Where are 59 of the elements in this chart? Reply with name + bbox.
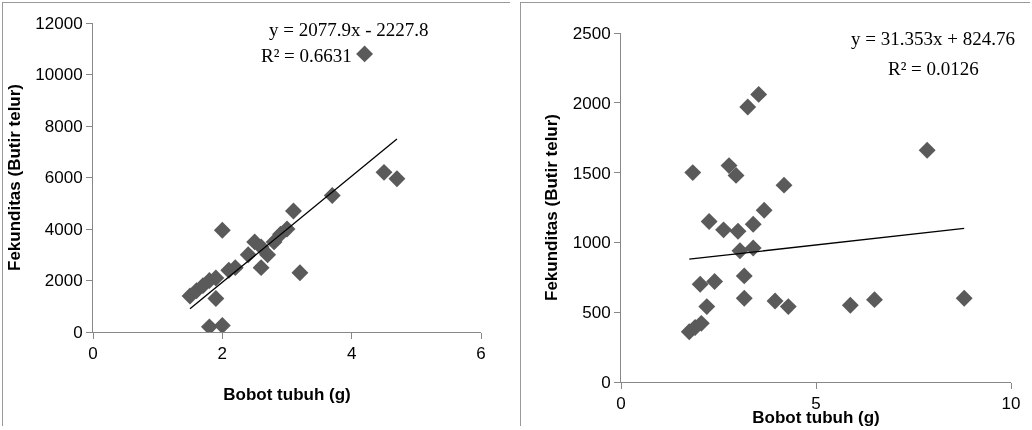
x-tick-label: 0 bbox=[88, 344, 98, 364]
point bbox=[729, 222, 747, 240]
x-tick-label: 0 bbox=[616, 394, 626, 414]
point bbox=[841, 296, 859, 314]
x-tick-label: 10 bbox=[1001, 394, 1021, 414]
y-tick-label: 500 bbox=[582, 303, 611, 323]
point bbox=[698, 298, 716, 316]
point bbox=[356, 45, 374, 63]
annotation: y = 2077.9x - 2227.8 bbox=[269, 19, 429, 40]
y-tick-label: 2000 bbox=[572, 93, 611, 113]
y-tick-label: 2000 bbox=[44, 271, 83, 291]
point bbox=[766, 292, 784, 310]
point bbox=[750, 85, 768, 103]
y-tick-label: 1000 bbox=[572, 233, 611, 253]
y-tick-label: 2500 bbox=[572, 23, 611, 43]
point bbox=[375, 163, 393, 181]
y-axis-title: Fekunditas (Butir telur) bbox=[542, 113, 562, 302]
point bbox=[866, 291, 883, 309]
y-tick-label: 6000 bbox=[44, 168, 83, 188]
point bbox=[207, 290, 225, 307]
point bbox=[388, 170, 406, 188]
y-tick-label: 0 bbox=[73, 322, 83, 342]
y-tick-label: 12000 bbox=[35, 13, 83, 33]
point bbox=[213, 221, 231, 239]
y-tick-label: 0 bbox=[601, 372, 611, 392]
point bbox=[213, 317, 231, 332]
annotation: y = 31.353x + 824.76 bbox=[851, 28, 1015, 49]
point bbox=[259, 246, 277, 264]
point bbox=[684, 164, 702, 182]
point bbox=[739, 98, 757, 116]
y-tick-label: 8000 bbox=[44, 116, 83, 136]
point bbox=[700, 213, 718, 230]
point bbox=[744, 215, 762, 233]
point bbox=[735, 289, 753, 307]
y-tick-label: 10000 bbox=[35, 65, 83, 85]
x-tick-label: 6 bbox=[476, 344, 486, 364]
x-tick-label: 2 bbox=[217, 344, 228, 364]
point bbox=[691, 275, 709, 293]
x-axis-title: Bobot tubuh (g) bbox=[223, 384, 351, 404]
point bbox=[291, 264, 309, 282]
point bbox=[252, 259, 270, 277]
point bbox=[715, 221, 733, 239]
point bbox=[727, 166, 745, 184]
point bbox=[755, 201, 773, 219]
annotation: R² = 0.0126 bbox=[888, 58, 979, 79]
point bbox=[918, 141, 936, 159]
y-tick-label: 4000 bbox=[44, 219, 83, 239]
point bbox=[735, 267, 753, 285]
point bbox=[779, 298, 797, 316]
y-tick-label: 1500 bbox=[572, 163, 611, 183]
point bbox=[744, 239, 762, 257]
point bbox=[706, 273, 724, 290]
point bbox=[720, 157, 738, 175]
y-axis-title: Fekunditas (Butir telur) bbox=[4, 83, 24, 272]
point bbox=[775, 176, 793, 194]
point bbox=[285, 202, 302, 220]
point bbox=[955, 289, 973, 307]
x-tick-label: 4 bbox=[346, 344, 357, 364]
annotation: R² = 0.6631 bbox=[261, 45, 352, 66]
